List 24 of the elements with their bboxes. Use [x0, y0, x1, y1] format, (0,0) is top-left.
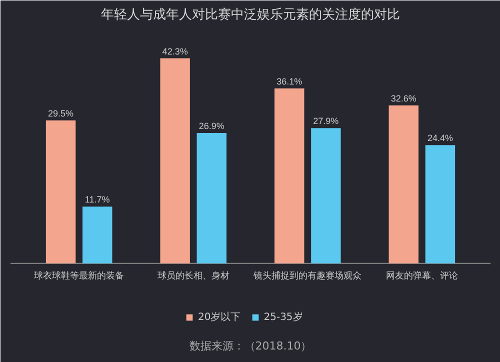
bar: [82, 206, 112, 264]
legend-label: 25-35岁: [264, 310, 303, 324]
bar: [274, 88, 304, 264]
chart-title: 年轻人与成年人对比赛中泛娱乐元素的关注度的对比: [101, 6, 400, 22]
x-tick-label: 球员的长相、身材: [157, 270, 230, 282]
data-label: 27.9%: [313, 116, 339, 126]
x-tick-label: 网友的弹幕、评论: [386, 270, 458, 282]
data-label: 42.3%: [162, 46, 188, 56]
data-label: 36.1%: [276, 76, 302, 86]
legend-label: 20岁以下: [198, 310, 241, 324]
data-label: 26.9%: [198, 120, 224, 131]
bar: [160, 58, 190, 264]
x-tick-label: 镜头捕捉到的有趣赛场观众: [252, 270, 362, 282]
bar: [311, 128, 341, 264]
bar: [196, 132, 226, 264]
data-label: 11.7%: [84, 194, 110, 205]
bar: [425, 145, 456, 264]
data-label: 32.6%: [390, 93, 416, 104]
bar: [46, 120, 76, 264]
data-label: 29.5%: [48, 108, 74, 118]
x-tick-label: 球衣球鞋等最新的装备: [34, 270, 124, 282]
data-label: 24.4%: [427, 133, 453, 144]
bar: [388, 105, 418, 264]
source-note: 数据来源：（2018.10）: [189, 340, 312, 352]
